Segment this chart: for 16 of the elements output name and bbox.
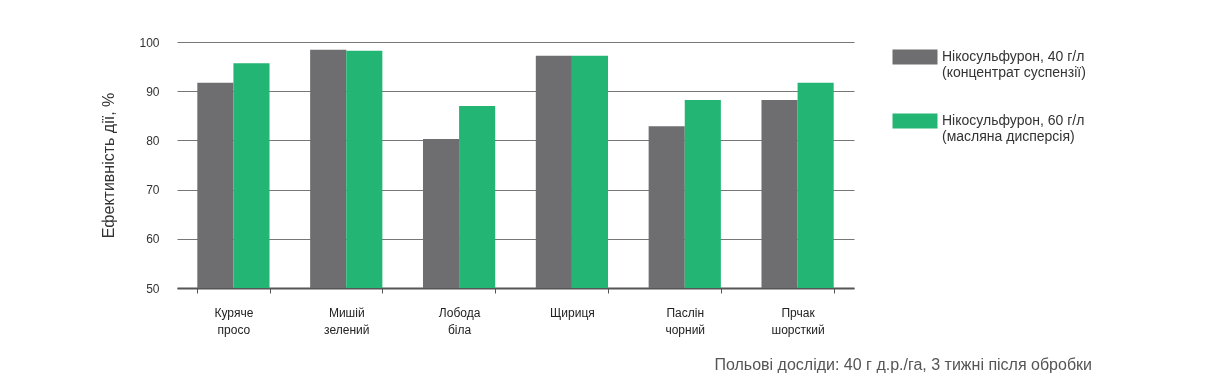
y-tick-label: 50 xyxy=(146,281,160,296)
x-tick-label: Прчак шорсткий xyxy=(771,305,825,337)
y-tick-label: 80 xyxy=(146,133,160,148)
x-tick-label: Лобода біла xyxy=(438,305,481,337)
x-tick-label: Куряче просо xyxy=(214,305,254,337)
x-tick-label: Мишій зелений xyxy=(324,305,370,337)
y-axis-title: Ефективність дії, % xyxy=(100,92,118,239)
y-tick-label: 70 xyxy=(146,183,160,198)
text: Польові досліди: 40 г д.р./га, 3 тижні після обробки xyxy=(714,356,1092,373)
legend-label: Нікосульфурон, 60 г/л (масляна дисперсія) xyxy=(942,112,1085,144)
x-tick-label: Паслін чорний xyxy=(665,305,706,337)
x-tick-label: Щириця xyxy=(550,305,595,320)
y-tick-label: 100 xyxy=(139,35,160,50)
y-tick-label: 60 xyxy=(146,232,160,247)
legend-label: Нікосульфурон, 40 г/л (концентрат суспензії) xyxy=(942,48,1086,80)
y-tick-label: 90 xyxy=(146,84,160,99)
